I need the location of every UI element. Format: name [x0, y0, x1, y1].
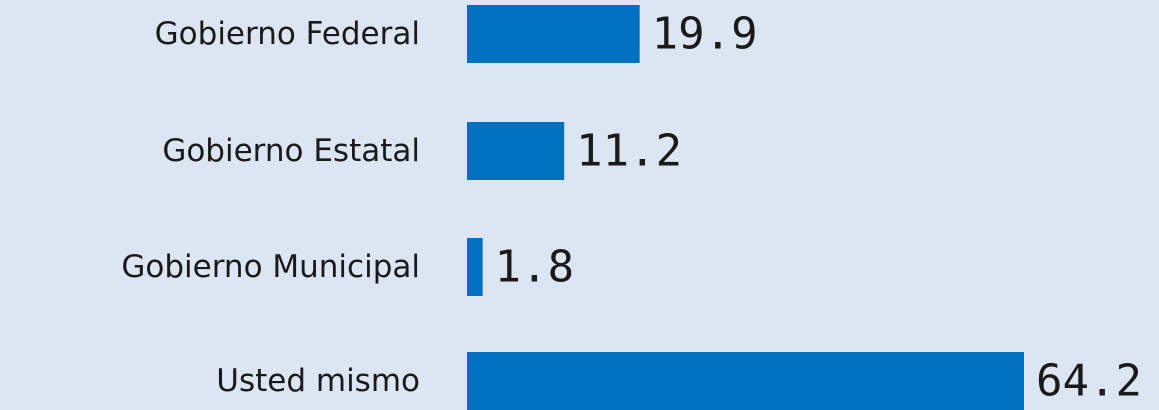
category-label: Gobierno Municipal: [121, 249, 420, 285]
data-label: 11.2: [576, 126, 682, 177]
category-label: Gobierno Federal: [155, 16, 420, 52]
bar: [467, 238, 483, 296]
plot-area: Gobierno Federal 19.9 Gobierno Estatal 11.2…: [121, 5, 1142, 410]
bar: [467, 5, 640, 63]
data-label: 64.2: [1036, 356, 1142, 407]
data-label: 1.8: [495, 242, 574, 293]
data-label: 19.9: [652, 9, 758, 60]
bar: [467, 352, 1024, 410]
category-label: Usted mismo: [216, 363, 420, 399]
category-label: Gobierno Estatal: [162, 133, 420, 169]
bar: [467, 122, 565, 180]
